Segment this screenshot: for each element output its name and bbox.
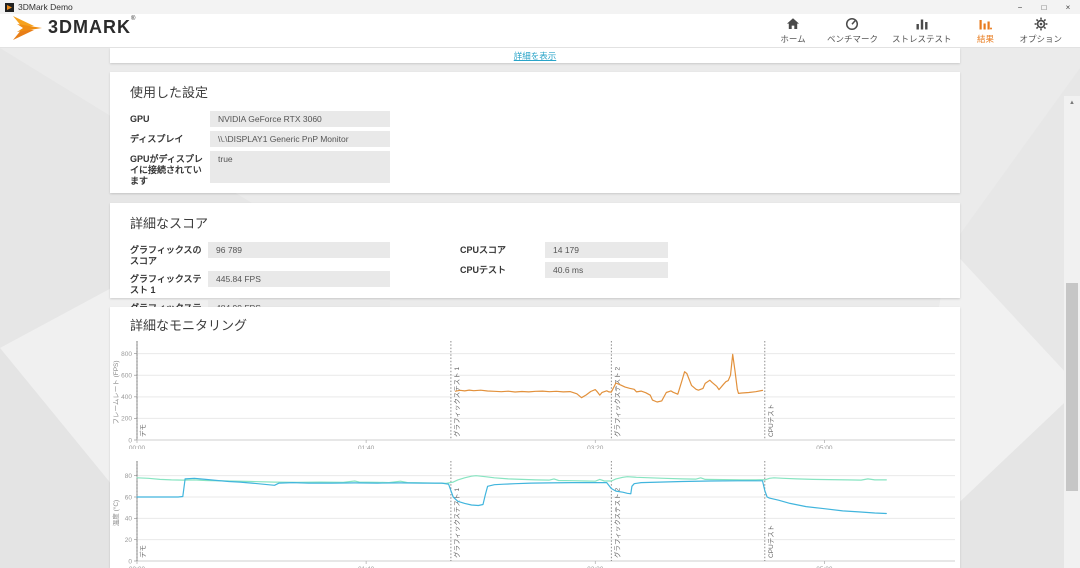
field-row: グラフィックスのスコア 96 789: [130, 242, 390, 267]
nav-item-stress-test[interactable]: ストレステスト: [891, 16, 952, 45]
nav-label-results: 結果: [976, 34, 994, 44]
svg-text:60: 60: [125, 494, 133, 501]
app-icon: [5, 2, 14, 12]
field-value: 96 789: [208, 242, 390, 258]
settings-used-card: 使用した設定 GPU NVIDIA GeForce RTX 3060 ディスプレイ \…: [110, 72, 960, 193]
field-row: ディスプレイ \\.\DISPLAY1 Generic PnP Monitor: [130, 131, 940, 147]
field-label: GPUがディスプレイに接続されています: [130, 154, 203, 186]
logo-registered-mark: ®: [131, 16, 136, 22]
nav-label-options: オプション: [1019, 34, 1062, 44]
detailed-monitoring-card: 詳細なモニタリング 0 200 400 600 800 フレームレート (FPS) 00:0…: [110, 307, 960, 568]
scores-section-title: 詳細なスコア: [130, 216, 209, 231]
nav-item-benchmark[interactable]: ベンチマーク: [827, 16, 878, 45]
field-value: 40.6 ms: [545, 262, 668, 278]
svg-text:400: 400: [121, 394, 132, 401]
field-label: ディスプレイ: [130, 134, 184, 144]
svg-text:デモ: デモ: [138, 545, 147, 558]
field-label: CPUスコア: [460, 245, 507, 255]
show-details-link[interactable]: 詳細を表示: [513, 50, 557, 61]
field-value: 445.84 FPS: [208, 271, 390, 287]
field-row: CPUテスト 40.6 ms: [460, 262, 668, 278]
scrollbar-up-arrow[interactable]: ▲: [1069, 99, 1075, 106]
svg-text:03:20: 03:20: [587, 566, 604, 568]
svg-text:0: 0: [128, 437, 132, 444]
app-header: 3DMARK ® ホーム ベンチマーク ストレステスト 結果 オプション: [0, 14, 1080, 48]
svg-text:温度 (°C): 温度 (°C): [111, 500, 120, 526]
nav-item-home[interactable]: ホーム: [773, 16, 813, 45]
field-value: true: [210, 151, 390, 183]
logo-flame-icon: [12, 15, 46, 46]
results-chart-icon: [977, 16, 993, 32]
field-value: \\.\DISPLAY1 Generic PnP Monitor: [210, 131, 390, 147]
framerate-line: [454, 353, 764, 403]
gear-icon: [1033, 16, 1049, 32]
nav-label-stress-test: ストレステスト: [891, 34, 952, 44]
svg-text:グラフィックステスト 1: グラフィックステスト 1: [452, 367, 461, 437]
svg-text:グラフィックステスト 1: グラフィックステスト 1: [452, 488, 461, 558]
fps-chart-container: 0 200 400 600 800 フレームレート (FPS) 00:00 01:40 03:2…: [110, 337, 960, 454]
scrollbar-thumb[interactable]: [1066, 283, 1078, 491]
svg-text:CPUテスト: CPUテスト: [767, 525, 775, 558]
field-label: GPU: [130, 114, 150, 124]
3dmark-logo: 3DMARK ®: [12, 15, 135, 46]
svg-text:0: 0: [128, 558, 132, 565]
detailed-scores-card: 詳細なスコア グラフィックスのスコア 96 789 グラフィックステスト 1 445.…: [110, 203, 960, 324]
field-row: CPUスコア 14 179: [460, 242, 668, 258]
svg-text:600: 600: [121, 373, 132, 380]
close-button[interactable]: ×: [1065, 2, 1071, 12]
svg-text:CPUテスト: CPUテスト: [767, 404, 775, 437]
field-value: 14 179: [545, 242, 668, 258]
svg-text:20: 20: [125, 537, 133, 544]
titlebar: 3DMark Demo − □ ×: [0, 0, 1080, 14]
maximize-button[interactable]: □: [1041, 2, 1047, 12]
svg-text:05:00: 05:00: [816, 566, 833, 568]
svg-text:03:20: 03:20: [587, 445, 604, 449]
svg-text:フレームレート (FPS): フレームレート (FPS): [112, 360, 120, 424]
temperature-chart-container: 0 20 40 60 80 温度 (°C) 00:00 01:40 03:20 05:00 デモ グラ…: [110, 457, 960, 568]
svg-text:デモ: デモ: [138, 424, 147, 437]
content-area: 詳細を表示 使用した設定 GPU NVIDIA GeForce RTX 3060 デ…: [0, 48, 1080, 568]
home-icon: [785, 16, 801, 32]
svg-text:グラフィックステスト 2: グラフィックステスト 2: [612, 367, 621, 437]
svg-text:01:40: 01:40: [358, 566, 375, 568]
minimize-button[interactable]: −: [1017, 2, 1023, 12]
svg-text:80: 80: [125, 473, 133, 480]
nav-item-results[interactable]: 結果: [965, 16, 1005, 45]
nav-label-benchmark: ベンチマーク: [826, 34, 878, 44]
temp-blue-line: [136, 477, 887, 515]
nav-label-home: ホーム: [780, 34, 806, 44]
settings-section-title: 使用した設定: [130, 85, 209, 100]
details-link-card: 詳細を表示: [110, 48, 960, 63]
svg-text:800: 800: [121, 351, 132, 358]
field-row: GPUがディスプレイに接続されています true: [130, 151, 940, 187]
bars-icon: [914, 16, 930, 32]
field-row: GPU NVIDIA GeForce RTX 3060: [130, 111, 940, 127]
svg-text:40: 40: [125, 516, 133, 523]
field-label: グラフィックステスト 1: [130, 274, 202, 295]
svg-text:グラフィックステスト 2: グラフィックステスト 2: [612, 488, 621, 558]
svg-text:00:00: 00:00: [129, 566, 146, 568]
field-row: グラフィックステスト 1 445.84 FPS: [130, 271, 390, 296]
window-title: 3DMark Demo: [18, 2, 73, 12]
temp-green-line: [136, 475, 887, 484]
svg-text:05:00: 05:00: [816, 445, 833, 449]
svg-text:200: 200: [121, 416, 132, 423]
main-nav: ホーム ベンチマーク ストレステスト 結果 オプション: [773, 16, 1062, 45]
temperature-chart: 0 20 40 60 80 温度 (°C) 00:00 01:40 03:20 05:00 デモ グラ…: [111, 461, 955, 568]
nav-item-options[interactable]: オプション: [1019, 16, 1062, 45]
monitoring-section-title: 詳細なモニタリング: [130, 318, 248, 333]
field-value: NVIDIA GeForce RTX 3060: [210, 111, 390, 127]
logo-text: 3DMARK: [48, 17, 132, 37]
field-label: グラフィックスのスコア: [130, 245, 202, 266]
svg-text:01:40: 01:40: [358, 445, 375, 449]
gauge-icon: [844, 16, 860, 32]
svg-text:00:00: 00:00: [129, 445, 146, 449]
field-label: CPUテスト: [460, 265, 507, 275]
vertical-scrollbar: ▲: [1064, 96, 1080, 568]
